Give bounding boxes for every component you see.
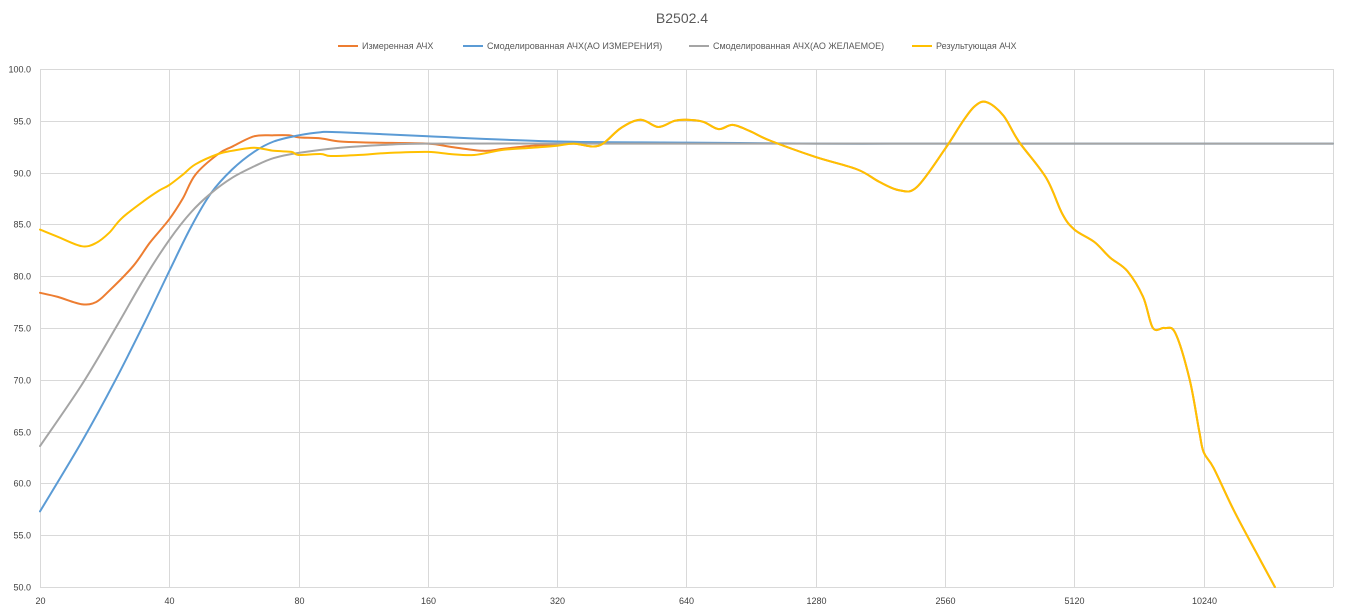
series-line-4 xyxy=(39,100,1276,588)
y-axis-tick-labels: 50.0 55.0 60.0 65.0 70.0 75.0 80.0 85.0 90.0 95.0… xyxy=(8,65,31,593)
y-tick-label: 85.0 xyxy=(13,220,31,230)
y-tick-label: 65.0 xyxy=(13,428,31,438)
x-tick-label: 2560 xyxy=(935,596,955,606)
y-tick-label: 60.0 xyxy=(13,479,31,489)
legend-label: Смоделированная АЧХ(АО ИЗМЕРЕНИЯ) xyxy=(487,41,662,51)
x-tick-label: 5120 xyxy=(1064,596,1084,606)
y-tick-label: 55.0 xyxy=(13,531,31,541)
chart-legend: Измеренная АЧХ Смоделированная АЧХ(АО ИЗМ… xyxy=(338,41,1017,51)
legend-label: Смоделированная АЧХ(АО ЖЕЛАЕМОЕ) xyxy=(713,41,884,51)
y-tick-label: 80.0 xyxy=(13,272,31,282)
x-tick-label: 10240 xyxy=(1192,596,1217,606)
legend-label: Результующая АЧХ xyxy=(936,41,1017,51)
x-tick-label: 80 xyxy=(294,596,304,606)
x-axis-tick-labels: 20 40 80 160 320 640 1280 2560 5120 10240 xyxy=(35,596,1217,606)
x-tick-label: 1280 xyxy=(806,596,826,606)
legend-label: Измеренная АЧХ xyxy=(362,41,433,51)
series-lines xyxy=(39,100,1334,588)
x-tick-label: 320 xyxy=(550,596,565,606)
chart-title: B2502.4 xyxy=(656,10,708,26)
series-line-3 xyxy=(39,142,1334,448)
y-tick-label: 70.0 xyxy=(13,376,31,386)
y-tick-label: 100.0 xyxy=(8,65,31,75)
x-gridlines xyxy=(40,69,1334,587)
x-tick-label: 160 xyxy=(421,596,436,606)
x-tick-label: 640 xyxy=(679,596,694,606)
x-tick-label: 40 xyxy=(164,596,174,606)
y-tick-label: 95.0 xyxy=(13,117,31,127)
y-tick-label: 90.0 xyxy=(13,169,31,179)
y-tick-label: 75.0 xyxy=(13,324,31,334)
y-tick-label: 50.0 xyxy=(13,583,31,593)
x-tick-label: 20 xyxy=(35,596,45,606)
